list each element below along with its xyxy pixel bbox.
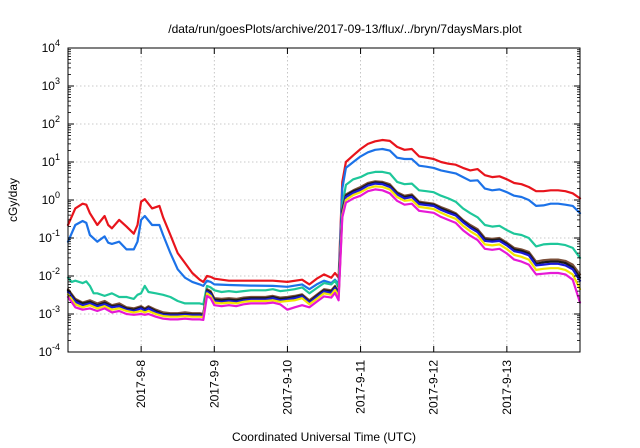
y-axis-label: cGy/day — [6, 178, 20, 222]
y-tick-label: 10-4 — [39, 342, 60, 359]
x-tick-label: 2017-9-9 — [207, 360, 221, 408]
series-line — [66, 182, 582, 317]
x-tick-label: 2017-9-12 — [427, 360, 441, 415]
series-line — [66, 147, 582, 291]
x-tick-label: 2017-9-11 — [354, 360, 368, 414]
series-line — [66, 185, 582, 319]
y-tick-label: 101 — [42, 152, 60, 169]
series-line — [66, 138, 582, 286]
y-axis: 10-4 10-3 10-2 10-1 100 101 102 103 104 — [39, 38, 580, 359]
x-tick-label: 2017-9-10 — [280, 360, 294, 415]
x-tick-label: 2017-9-13 — [500, 360, 514, 415]
y-tick-label: 10-1 — [39, 228, 60, 245]
series-line — [66, 170, 582, 306]
y-tick-label: 102 — [42, 114, 60, 131]
x-tick-label: 2017-9-8 — [134, 360, 148, 408]
y-tick-label: 100 — [42, 190, 60, 207]
x-axis: 2017-9-8 2017-9-9 2017-9-10 2017-9-11 2017-9… — [134, 48, 514, 415]
chart-title: /data/run/goesPlots/archive/2017-09-13/f… — [168, 22, 522, 36]
y-tick-label: 10-2 — [39, 266, 60, 283]
series-line — [66, 188, 582, 321]
series-line — [66, 181, 582, 316]
x-axis-label: Coordinated Universal Time (UTC) — [232, 430, 416, 444]
y-tick-label: 10-3 — [39, 304, 60, 321]
series-group — [66, 138, 582, 321]
y-tick-label: 103 — [42, 76, 60, 93]
y-tick-label: 104 — [42, 38, 60, 55]
